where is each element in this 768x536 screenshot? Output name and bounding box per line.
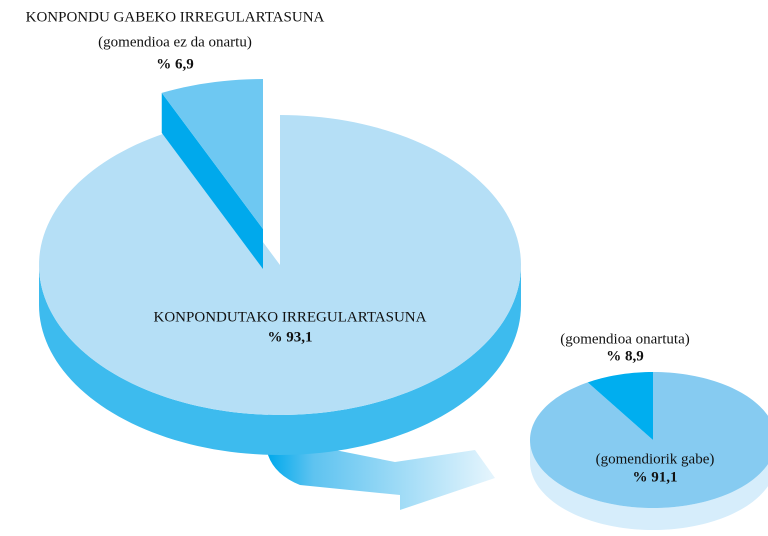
pie-side [39, 265, 521, 455]
slice-label: (gomendiorik gabe) [596, 451, 715, 467]
pie-slice [161, 79, 263, 229]
slice-note: (gomendioa ez da onartu) [98, 34, 252, 50]
connector-arrow [268, 405, 495, 510]
labels: KONPONDUTAKO IRREGULARTASUNA % 93,1 KONPON… [26, 9, 715, 485]
slice-value-label: % 91,1 [633, 469, 678, 485]
pie-cut-face [161, 92, 263, 269]
slice-label: (gomendioa onartuta) [560, 331, 690, 347]
pie-side [530, 440, 768, 530]
slice-label: KONPONDU GABEKO IRREGULARTASUNA [26, 9, 325, 25]
pie-slice [530, 372, 768, 508]
pies [39, 79, 768, 530]
slice-value-label: % 93,1 [268, 329, 313, 345]
slice-value-label: % 6,9 [156, 56, 194, 72]
pie-slice [39, 115, 521, 415]
pie-slice [587, 372, 653, 440]
slice-label: KONPONDUTAKO IRREGULARTASUNA [154, 309, 427, 325]
slice-value-label: % 8,9 [606, 348, 644, 364]
